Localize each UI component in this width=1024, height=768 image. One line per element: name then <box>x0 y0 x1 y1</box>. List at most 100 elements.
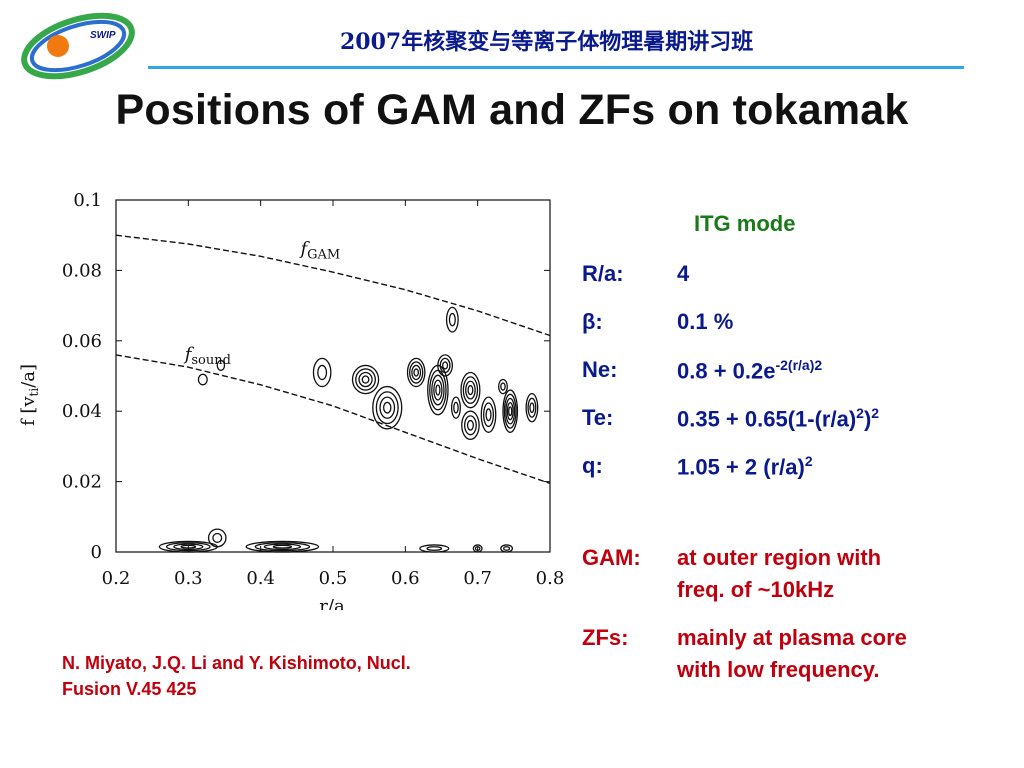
contour-ring <box>409 361 424 384</box>
x-tick-label: 0.6 <box>391 568 420 589</box>
zfs-line-1: mainly at plasma core <box>677 625 907 650</box>
y-tick-label: 0.04 <box>62 401 102 422</box>
param-value: 1.05 + 2 (r/a)2 <box>677 453 813 480</box>
contour-ring <box>375 391 399 425</box>
contour-ring <box>207 528 227 548</box>
mode-title: ITG mode <box>694 211 796 236</box>
contour-ring <box>506 402 514 421</box>
y-tick-label: 0.02 <box>62 472 102 493</box>
contour-ring <box>406 357 426 388</box>
contour-ring <box>453 401 459 414</box>
contour-ring <box>372 385 403 430</box>
swip-logo: SWIP <box>21 12 135 80</box>
zfs-label: ZFs: <box>582 625 629 650</box>
x-tick-label: 0.7 <box>463 568 492 589</box>
contour-ring <box>508 406 513 417</box>
param-value: 0.1 % <box>677 309 734 334</box>
contour-ring <box>503 393 517 429</box>
contour-ring <box>413 368 420 377</box>
param-value: 0.35 + 0.65(1-(r/a)2)2 <box>677 405 880 432</box>
contour-ring <box>445 306 459 333</box>
sound-curve-label: fsound <box>183 344 231 368</box>
contour-ring <box>180 544 197 549</box>
contour-ring <box>462 376 479 404</box>
logo-text: SWIP <box>90 30 116 41</box>
contour-ring <box>529 402 535 414</box>
citation: N. Miyato, J.Q. Li and Y. Kishimoto, Nuc… <box>62 650 542 702</box>
contour-ring <box>497 378 508 395</box>
contour-ring <box>472 544 483 553</box>
param-value: 4 <box>677 261 690 286</box>
contour-ring <box>382 401 392 414</box>
contour-ring <box>245 540 320 553</box>
contour-ring <box>351 364 380 395</box>
param-label: R/a: <box>582 261 624 286</box>
contour-ring <box>435 384 441 396</box>
citation-line-1: N. Miyato, J.Q. Li and Y. Kishimoto, Nuc… <box>62 653 411 673</box>
y-tick-label: 0.1 <box>73 190 102 211</box>
sound-curve <box>115 354 551 485</box>
gam-line-1: at outer region with <box>677 545 882 570</box>
contour-ring <box>197 373 208 386</box>
contour-ring <box>485 408 492 422</box>
x-axis-label: r/a <box>319 596 345 610</box>
contour-ring <box>450 396 461 419</box>
contour-ring <box>433 379 443 401</box>
contour-ring <box>505 397 516 425</box>
contour-ring <box>355 368 376 391</box>
contour-ring <box>426 546 443 551</box>
contour-ring <box>460 371 481 409</box>
contour-ring <box>312 357 332 388</box>
param-label: q: <box>582 453 603 478</box>
contour-chart: 0.2 0.3 0.4 0.5 0.6 0.7 0.8 0 0.02 0.04 0.06 0.08 0.… <box>18 190 565 610</box>
contour-ring <box>419 544 450 553</box>
contour-ring <box>448 312 456 327</box>
contour-ring <box>466 419 474 431</box>
contour-ring <box>502 389 519 433</box>
contour-ring <box>411 364 422 381</box>
contour-ring <box>437 354 453 377</box>
param-label: Te: <box>582 405 614 430</box>
contour-ring <box>500 382 506 391</box>
contour-ring <box>263 543 302 551</box>
contour-ring <box>525 392 539 423</box>
x-tick-label: 0.8 <box>536 568 565 589</box>
param-label: β: <box>582 309 603 334</box>
y-tick-label: 0.06 <box>62 331 102 352</box>
contour-ring <box>500 544 514 553</box>
gam-label: GAM: <box>582 545 641 570</box>
contour-ring <box>212 532 223 543</box>
contour-ring <box>358 371 373 388</box>
param-value: 0.8 + 0.2e-2(r/a)2 <box>677 357 823 384</box>
contour-ring <box>442 361 449 370</box>
zfs-line-2: with low frequency. <box>677 657 880 682</box>
contour-ring <box>173 543 204 551</box>
contour-ring <box>465 380 476 400</box>
contour-ring <box>483 402 494 428</box>
param-label: Ne: <box>582 357 618 382</box>
contour-ring <box>216 359 226 372</box>
citation-line-2: Fusion V.45 425 <box>62 679 197 699</box>
header-title: 2007年核聚变与等离子体物理暑期讲习班 <box>340 29 754 55</box>
y-axis-label: f [vti/a] <box>18 364 41 426</box>
contour-ring <box>474 546 481 551</box>
gam-line-2: freq. of ~10kHz <box>677 577 835 602</box>
y-tick-label: 0 <box>91 542 102 563</box>
y-tick-label: 0.08 <box>62 260 102 281</box>
x-tick-label: 0.3 <box>174 568 203 589</box>
contour-ring <box>431 374 445 406</box>
x-tick-label: 0.4 <box>246 568 275 589</box>
contour-ring <box>254 542 311 552</box>
contour-ring <box>503 546 511 551</box>
contour-ring <box>361 375 370 384</box>
contour-ring <box>429 369 447 411</box>
contour-ring <box>467 385 474 396</box>
contour-ring <box>439 357 451 374</box>
contour-ring <box>527 397 537 418</box>
contour-ring <box>480 396 497 433</box>
x-tick-label: 0.2 <box>102 568 131 589</box>
contour-ring <box>317 364 328 381</box>
x-tick-label: 0.5 <box>319 568 348 589</box>
contour-ring <box>272 544 293 549</box>
contour-ring <box>165 542 211 552</box>
